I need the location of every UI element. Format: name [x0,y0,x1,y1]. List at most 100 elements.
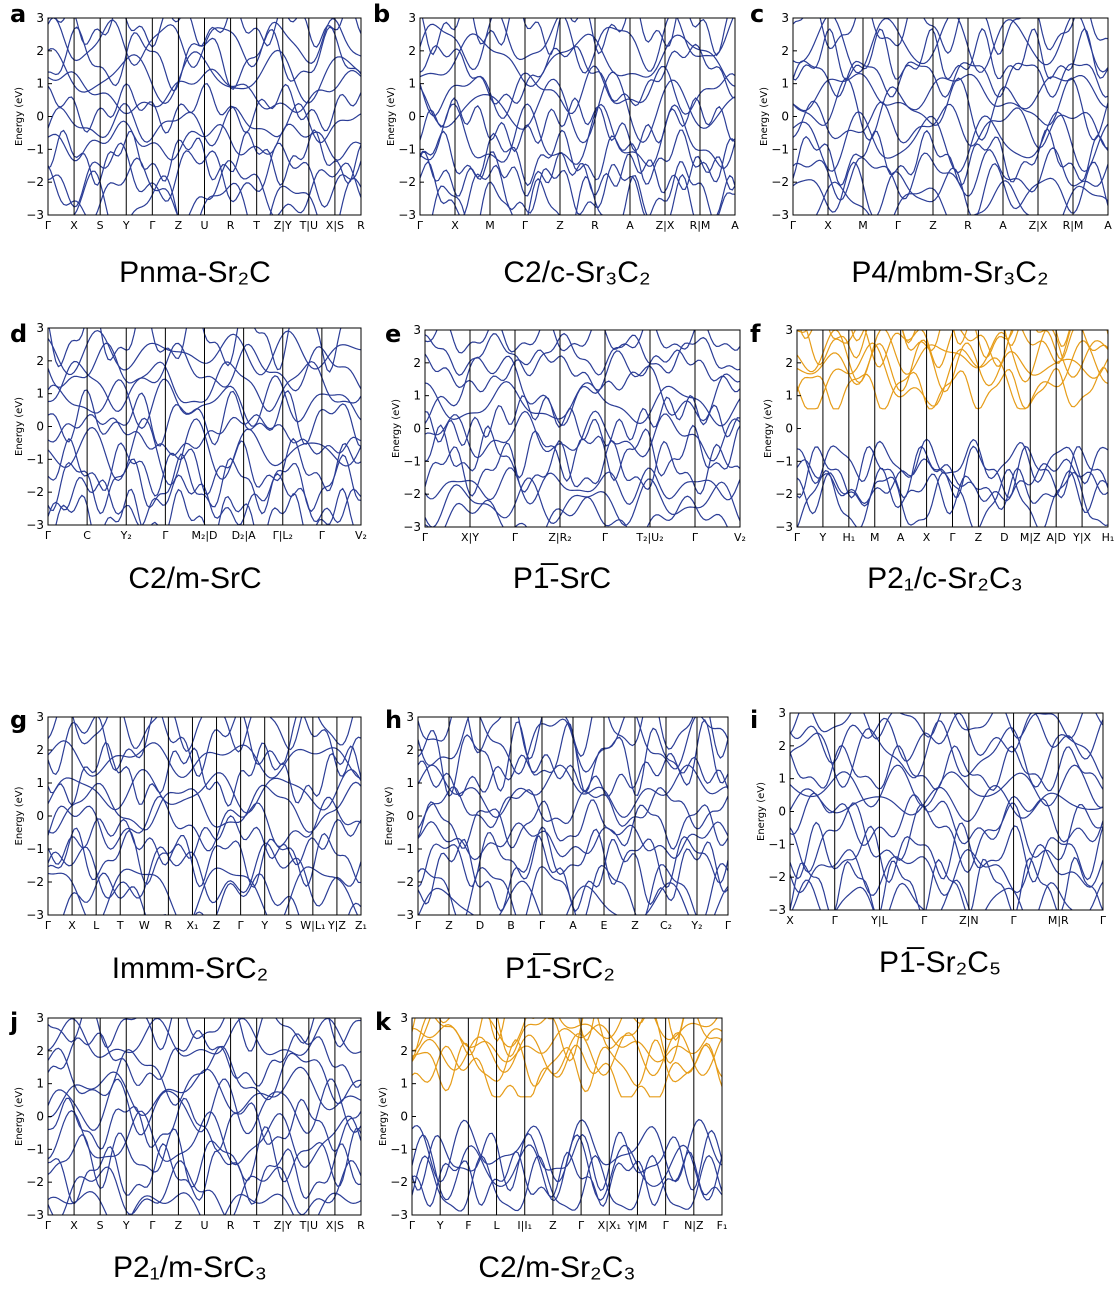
y-tick-label: 2 [406,743,414,757]
y-tick-label: −2 [396,875,414,889]
y-tick-label: 1 [406,776,414,790]
band-line [420,43,735,107]
y-axis-label: Energy (eV) [756,782,767,841]
panel-i: −3 −2 −1 0 1 2 3 Energy (eV) X Γ Y|L Γ Z|N Γ M|R Γi P1̅-… [750,706,1107,979]
kpoint-label: Z|R₂ [548,531,571,544]
y-tick-label: 0 [408,110,416,124]
y-tick-label: 3 [36,321,44,335]
kpoint-label: X [923,531,931,544]
kpoint-label: S [97,219,104,232]
band-line [420,65,735,119]
y-tick-label: 3 [781,11,789,25]
kpoint-label: Z|N [959,914,978,927]
y-tick-label: 2 [36,743,44,757]
axes-frame [789,712,1104,911]
y-tick-label: −3 [26,518,44,532]
panel-g: −3 −2 −1 0 1 2 3 Energy (eV) Γ X L T W R X₁ Z Γ Y S W|L₁ Y|Z… [10,706,367,985]
bands [412,1018,722,1212]
kpoint-label: Γ [692,531,699,544]
band-line [48,815,361,866]
kpoint-label: Z [213,919,221,932]
kpoint-label: Γ [921,914,928,927]
panel-h: −3 −2 −1 0 1 2 3 Energy (eV) Γ Z D B Γ A E Z C₂ Y₂ Γh P1̅-S… [384,706,732,985]
y-tick-label: −1 [775,454,793,468]
kpoint-label: Z [175,219,183,232]
band-line [412,1018,718,1052]
y-tick-label: −1 [403,454,421,468]
kpoint-label: T [252,1219,260,1232]
band-line [420,97,735,153]
band-line [48,842,361,907]
kpoint-label: Γ [238,919,245,932]
panel-j: −3 −2 −1 0 1 2 3 Energy (eV) Γ X S Y Γ Z U R T Z|Y T|U X|S R… [9,1008,365,1284]
band-line [431,173,735,215]
kpoint-label: Z|X [656,219,675,232]
panel-letter: a [10,0,26,28]
y-tick-label: −2 [26,175,44,189]
kpoint-label: Z₁ [355,919,367,932]
panel-letter: f [750,320,761,348]
bands [420,18,735,215]
band-line [425,330,740,354]
bands [48,717,361,915]
band-line [793,111,1108,174]
kpoint-label: Γ [539,919,546,932]
y-tick-label: −3 [26,208,44,222]
panel-letter: d [10,320,27,348]
y-tick-label: 1 [36,776,44,790]
y-tick-label: 0 [781,110,789,124]
panel-f: −3 −2 −1 0 1 2 3 Energy (eV) Γ Y H₁ M A X Γ Z D M|Z A|D Y|X… [750,320,1114,595]
kpoint-label: X|Y [461,531,479,544]
y-tick-label: 3 [36,1011,44,1025]
kpoint-label: A [731,219,739,232]
panel-letter: k [375,1008,392,1036]
panel-e: −3 −2 −1 0 1 2 3 Energy (eV) Γ X|Y Γ Z|R₂ Γ T₂|U₂ Γ V₂ e… [385,320,746,595]
y-tick-label: −3 [26,908,44,922]
band-line [48,717,361,778]
y-tick-label: 2 [36,354,44,368]
kpoint-label: T₂|U₂ [635,531,663,544]
band-line [425,394,740,447]
kpoint-label: R [227,1219,235,1232]
kpoint-label: Z [929,219,937,232]
panel-caption: P1̅-Sr₂C₅ [879,946,1001,979]
y-axis-label: Energy (eV) [14,397,25,456]
y-tick-label: −1 [768,837,786,851]
band-line [48,740,361,779]
band-line [790,792,1103,847]
y-tick-label: −3 [26,1208,44,1222]
band-line [420,161,735,215]
y-tick-label: 0 [36,110,44,124]
kpoint-label: A [999,219,1007,232]
band-line [793,147,1108,202]
kpoint-label: Γ [602,531,609,544]
kpoint-label: R|M [690,219,711,232]
kpoint-label: R [591,219,599,232]
panel-letter: i [750,706,758,734]
kpoint-label: R [227,219,235,232]
kpoint-label: Γ [725,919,732,932]
y-tick-label: −3 [775,520,793,534]
kpoint-label: Γ [832,914,839,927]
band-line [412,1044,722,1098]
y-tick-label: 2 [408,44,416,58]
kpoint-label: Γ|L₂ [273,529,293,542]
y-tick-label: 1 [36,387,44,401]
kpoint-label: S [97,1219,104,1232]
kpoint-label: X [451,219,459,232]
band-line [425,349,740,393]
y-tick-label: −1 [26,142,44,156]
kpoint-label: Z|X [1029,219,1048,232]
band-line [48,768,361,814]
panel-letter: j [9,1008,18,1036]
kpoint-label: Γ [1100,914,1107,927]
kpoint-label: I|I₁ [517,1219,532,1232]
y-tick-label: −3 [771,208,789,222]
band-line [425,495,729,527]
band-line [790,713,1103,740]
kpoint-label: T [252,219,260,232]
y-tick-label: 3 [400,1011,408,1025]
y-tick-label: 1 [400,1077,408,1091]
y-tick-label: −3 [396,908,414,922]
